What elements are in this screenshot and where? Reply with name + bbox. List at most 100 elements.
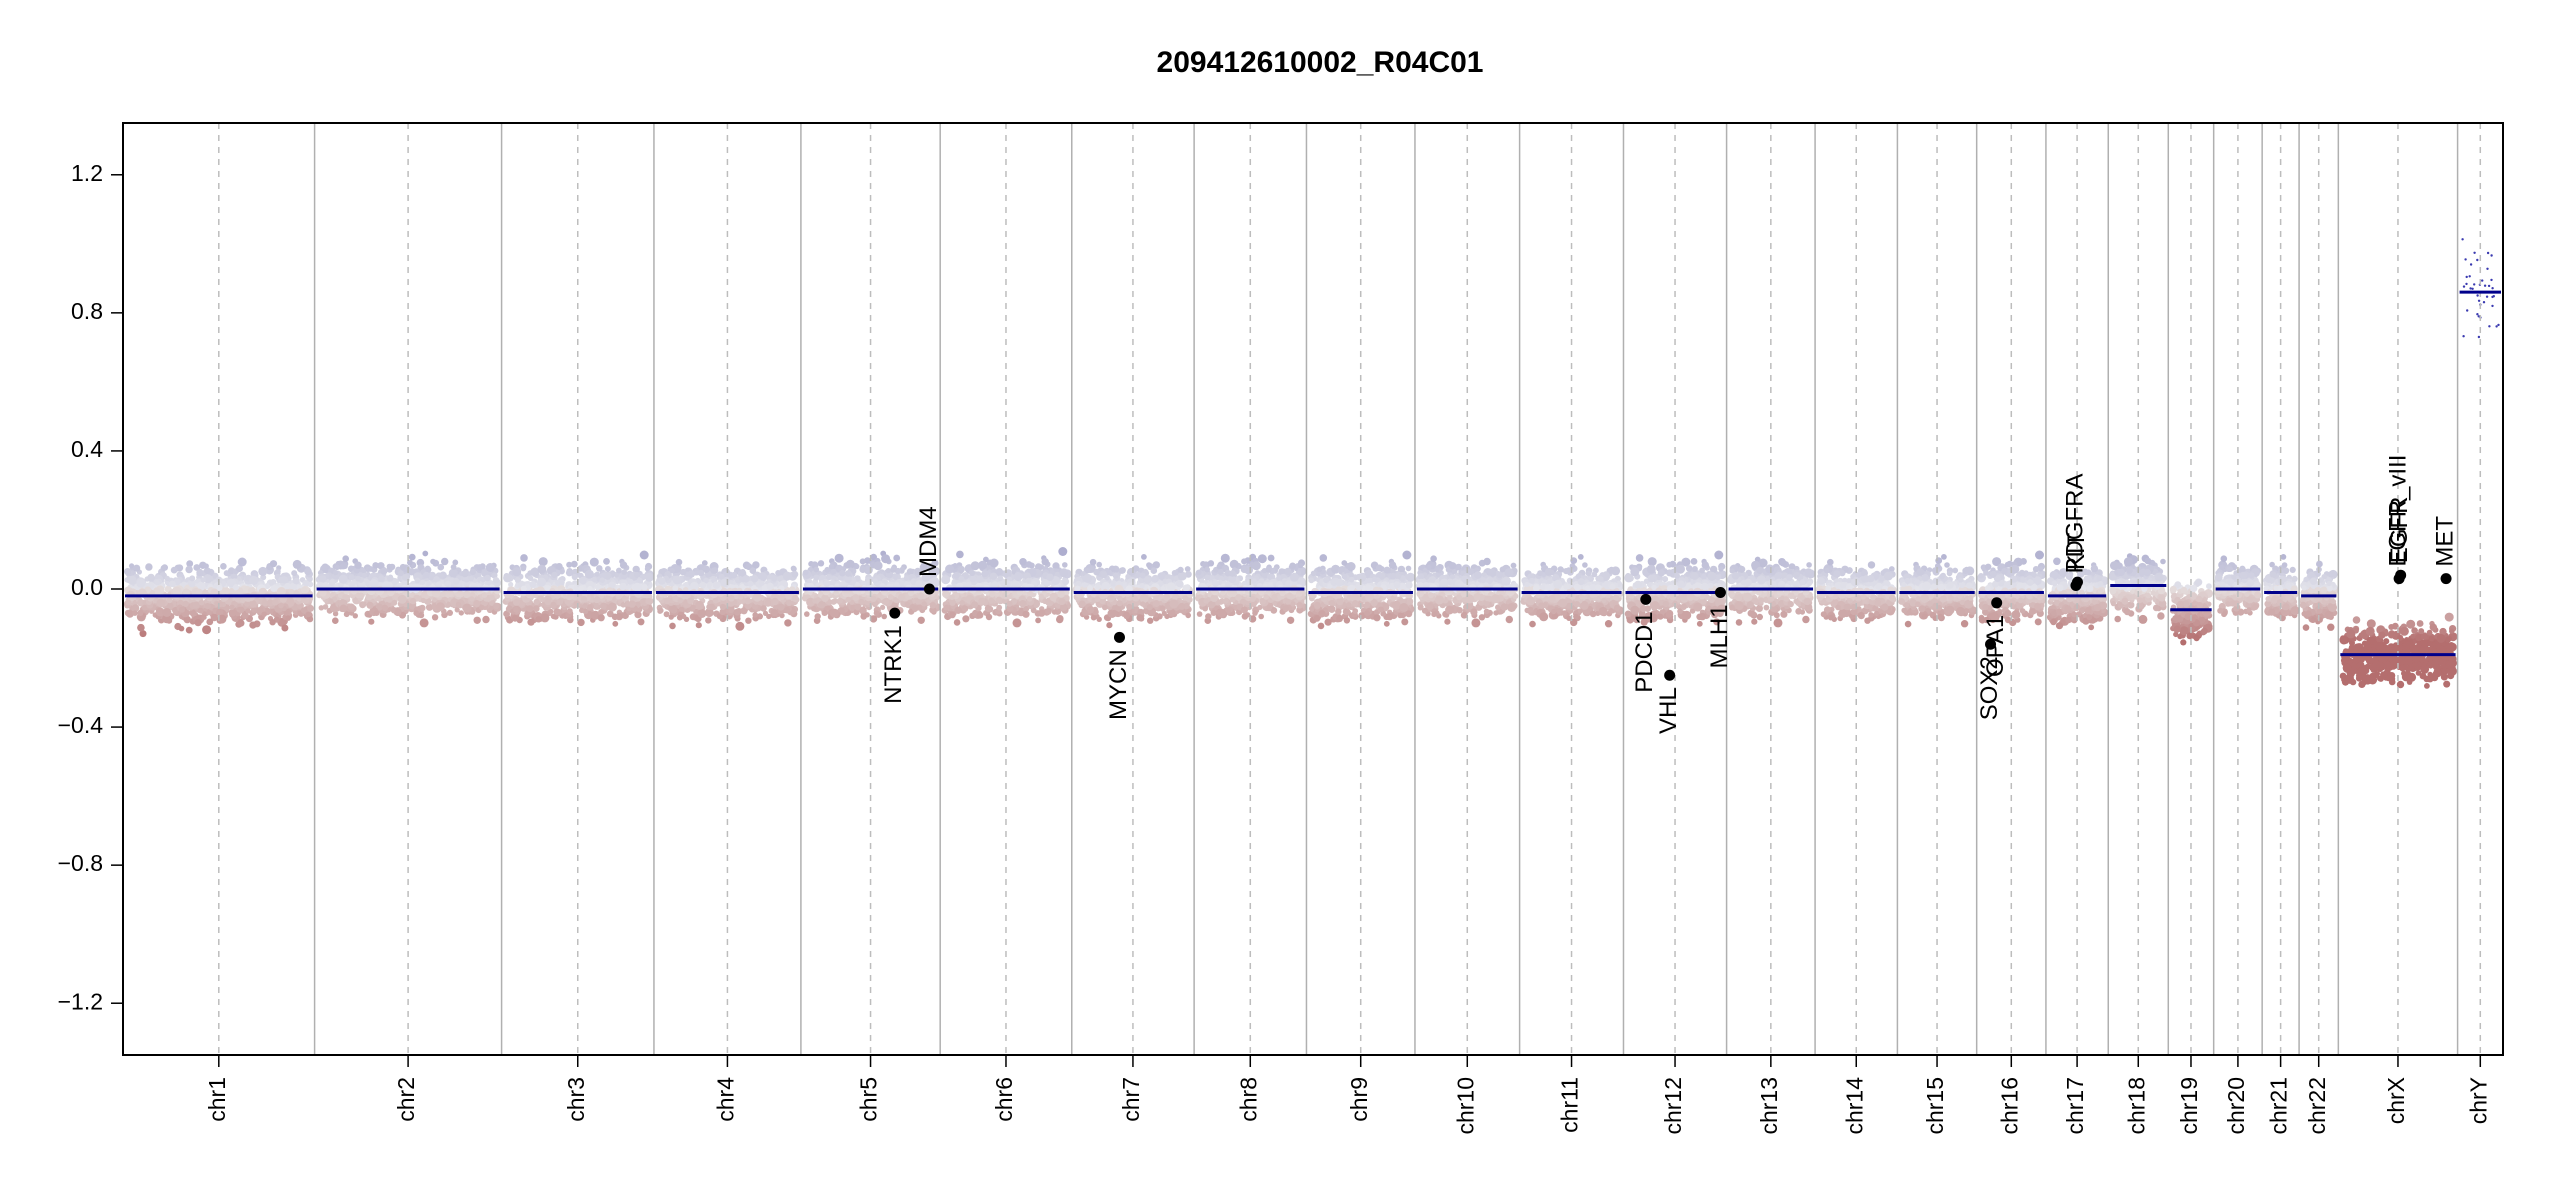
probe-point [1172,593,1178,600]
probe-point [261,611,267,617]
probe-point [1223,597,1229,604]
probe-point [1144,576,1152,584]
probe-point [493,602,500,610]
probe-point [988,597,995,604]
probe-point [306,615,314,623]
probe-point [760,605,767,612]
probe-point [1251,578,1257,584]
probe-point [1019,600,1027,608]
probe-point [1228,575,1237,584]
probe-point [513,607,519,613]
probe-point [1229,570,1236,577]
probe-point [512,567,522,577]
probe-point [881,613,887,620]
probe-point [216,608,224,617]
probe-point [198,599,205,606]
probe-point [380,567,388,575]
probe-point [860,613,867,620]
probe-point [540,613,550,623]
probe-point [332,611,339,617]
probe-point [183,615,191,624]
probe-point [441,557,449,566]
probe-point [1401,618,1409,626]
probe-point [619,561,628,569]
probe-point [1204,566,1210,573]
probe-point [911,605,919,612]
probe-point [136,578,146,588]
probe-point [881,554,891,564]
probe-point [898,593,905,601]
probe-point [332,617,339,624]
probe-point [319,575,327,583]
probe-point [663,611,670,618]
probe-point [454,607,460,613]
probe-point [719,603,727,611]
probe-point [1162,593,1171,601]
probe-point [285,615,291,621]
probe-point [397,570,404,577]
probe-point [817,560,825,567]
probe-point [775,570,781,576]
probe-point [695,600,705,610]
probe-point [1089,558,1097,566]
probe-point [1078,600,1086,608]
probe-point [852,594,860,601]
probe-point [705,617,712,624]
probe-point [587,586,593,592]
probe-point [1240,566,1248,573]
probe-point [589,557,599,567]
probe-point [126,610,134,618]
probe-point [1026,596,1033,602]
probe-point [698,569,704,576]
probe-point [1282,605,1290,612]
probe-point [637,618,645,626]
probe-point [1112,572,1119,579]
probe-point [281,624,289,632]
probe-point [538,557,548,567]
probe-point [322,604,329,610]
probe-point [230,572,238,580]
probe-point [444,580,452,588]
probe-point [141,604,148,611]
probe-point [636,577,643,584]
probe-point [1022,610,1030,618]
probe-point [834,553,844,563]
probe-point [742,575,750,583]
probe-point [1296,590,1303,597]
probe-point [559,579,565,585]
probe-point [1090,614,1097,621]
probe-point [473,600,481,607]
probe-point [400,612,407,618]
probe-point [244,600,251,607]
probe-point [1150,567,1158,574]
probe-point [627,578,634,585]
probe-point [368,618,375,625]
probe-point [125,569,132,575]
probe-point [811,605,817,612]
probe-point [196,569,204,577]
probe-point [676,614,683,621]
probe-point [169,580,176,588]
probe-point [906,568,914,575]
probe-points [123,238,2500,689]
probe-point [377,562,385,570]
probe-point [149,590,156,596]
probe-point [1025,561,1033,568]
probe-point [641,584,648,591]
probe-point [710,567,717,574]
probe-point [462,603,472,613]
probe-point [1171,570,1178,576]
probe-point [802,569,809,576]
probe-point [981,570,989,578]
probe-point [791,594,799,602]
probe-point [124,577,130,583]
probe-point [1095,584,1101,590]
probe-point [1141,554,1147,560]
probe-point [839,569,846,577]
probe-point [1037,609,1046,617]
probe-point [1128,568,1135,576]
probe-point [450,564,457,570]
probe-point [712,598,719,604]
probe-point [885,568,891,574]
probe-point [961,605,969,612]
